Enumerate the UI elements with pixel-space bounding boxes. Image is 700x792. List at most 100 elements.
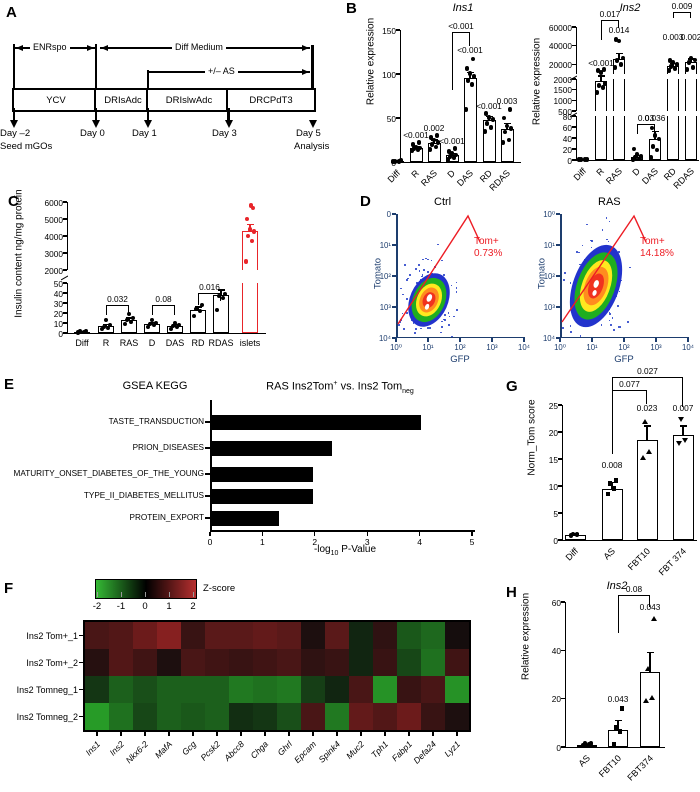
bracket-leg [219, 293, 221, 301]
data-point [632, 155, 638, 161]
tick-mark [559, 338, 561, 342]
data-point [652, 132, 658, 138]
tick-mark [192, 732, 194, 736]
heatmap-cell [85, 703, 109, 730]
y-axis-line [576, 27, 578, 74]
y-axis-label: Tomato [536, 257, 548, 290]
tick-mark [168, 732, 170, 736]
p-value-label: <0.001 [457, 44, 483, 55]
data-point [446, 149, 452, 154]
bracket-leg [681, 377, 683, 407]
data-point [594, 90, 600, 96]
tick-mark [396, 117, 400, 119]
heatmap-cell [85, 649, 109, 676]
arrowhead [224, 120, 233, 128]
y-axis-line [576, 116, 578, 160]
tick-label: 10² [543, 272, 555, 281]
heatmap-cell [277, 622, 301, 649]
tick-label: 4000 [44, 231, 63, 242]
data-point [648, 154, 654, 160]
tick-label: 20 [53, 308, 63, 319]
density-speck [591, 240, 593, 243]
heatmap-cell [157, 676, 181, 703]
bracket-leg [653, 124, 655, 132]
data-point [648, 694, 655, 700]
tick-mark [392, 213, 396, 215]
tick-label: 100 [382, 69, 396, 80]
data-point [642, 698, 649, 704]
density-speck [455, 291, 458, 293]
data-point [612, 65, 618, 70]
panel-label-d: D [360, 193, 371, 210]
tick-mark [63, 312, 67, 314]
density-speck [402, 293, 404, 296]
density-speck [398, 324, 401, 326]
tick-mark [63, 292, 67, 294]
tick-label: 80 [562, 111, 572, 122]
heatmap-cell [325, 676, 349, 703]
tick-mark [120, 732, 122, 736]
axis-break-gap [577, 111, 700, 116]
tick-mark [456, 732, 458, 736]
bracket-leg [106, 305, 108, 315]
tick-mark [558, 431, 562, 433]
bracket-p-label: 0.08 [625, 584, 643, 594]
data-point [151, 322, 157, 328]
bracket-line [452, 32, 470, 34]
density-speck [400, 318, 402, 321]
bar [213, 295, 229, 333]
bracket-line [618, 595, 650, 597]
bracket-leg [198, 293, 200, 305]
density-speck [585, 223, 588, 226]
density-speck [399, 321, 401, 323]
data-point [584, 157, 590, 162]
bar [595, 81, 607, 160]
bracket-line [612, 377, 683, 379]
density-speck [428, 327, 431, 329]
data-point [613, 478, 619, 483]
data-point [666, 67, 672, 73]
heatmap-cell [109, 703, 133, 730]
data-point [598, 69, 604, 75]
data-point [174, 324, 180, 330]
error-bar-cap [614, 719, 622, 721]
data-point [469, 82, 475, 87]
tick-mark [312, 732, 314, 736]
heatmap-cell [349, 649, 373, 676]
error-bar-cap [217, 289, 225, 291]
error-bar-cap [246, 223, 254, 225]
tick-label: 20 [551, 694, 561, 705]
data-point [124, 317, 130, 323]
p-value-label: 0.008 [601, 459, 623, 470]
bracket-leg [601, 20, 603, 40]
tick-mark [572, 126, 576, 128]
heatmap-cell [421, 649, 445, 676]
arrowhead [101, 44, 108, 51]
tick-label: 30 [53, 298, 63, 309]
x-axis-line [562, 539, 697, 541]
colorbar-tick [168, 592, 170, 597]
density-speck [617, 305, 619, 307]
density-speck [408, 273, 411, 276]
bracket-p-label: 0.032 [107, 294, 128, 304]
colorbar-tick-label: -2 [92, 601, 102, 612]
data-point [686, 60, 692, 66]
hbar [211, 414, 421, 430]
density-speck [424, 257, 427, 260]
panel-label-g: G [506, 378, 518, 395]
density-speck [437, 243, 439, 246]
row-label: Ins2 Tom+_2 [26, 657, 78, 668]
density-speck [627, 321, 629, 324]
data-point [170, 323, 176, 329]
tick-label: 10¹ [586, 343, 598, 352]
heatmap-cell [205, 649, 229, 676]
data-point [681, 438, 688, 444]
y-axis-line [396, 214, 398, 338]
density-speck [401, 312, 404, 315]
tick-mark [144, 732, 146, 736]
tick-mark [96, 732, 98, 736]
tick-mark [63, 302, 67, 304]
y-axis-label: Relative expression [520, 593, 532, 681]
day-arrow [147, 108, 149, 122]
tick-mark [366, 531, 368, 536]
